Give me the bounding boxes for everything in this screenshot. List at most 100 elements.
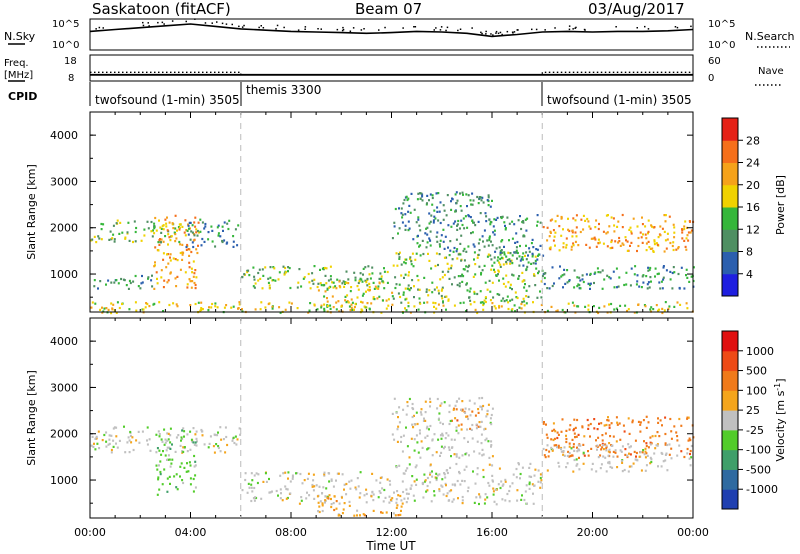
range-gate-cell [498, 261, 501, 264]
range-gate-cell [562, 228, 564, 231]
range-gate-cell [634, 458, 637, 461]
range-gate-cell [491, 302, 494, 305]
range-gate-cell [532, 502, 535, 505]
range-gate-cell [584, 219, 587, 222]
range-gate-cell [419, 432, 421, 435]
range-gate-cell [217, 446, 220, 450]
colorbar-swatch [722, 350, 738, 372]
range-gate-cell [317, 510, 320, 513]
range-gate-cell [451, 500, 454, 503]
range-gate-cell [473, 258, 475, 261]
colorbar-swatch [722, 390, 738, 411]
velocity-colorbar-cells [722, 331, 738, 510]
range-gate-cell [334, 285, 337, 288]
range-gate-cell [264, 306, 267, 309]
range-gate-cell [243, 273, 246, 276]
range-gate-cell [512, 274, 515, 277]
nsearch-point [238, 25, 240, 28]
nsearch-point [142, 24, 145, 27]
range-gate-cell [128, 451, 131, 454]
nsearch-point [457, 29, 459, 32]
range-gate-cell [393, 491, 395, 494]
range-gate-cell [185, 470, 188, 473]
range-gate-cell [406, 404, 409, 408]
range-gate-cell [474, 308, 477, 311]
range-gate-cell [160, 269, 163, 272]
range-gate-cell [210, 225, 213, 228]
range-gate-cell [569, 454, 572, 458]
time-tick-label: 08:00 [275, 526, 307, 539]
range-gate-cell [404, 469, 407, 472]
range-gate-cell [262, 480, 265, 483]
range-gate-cell [518, 306, 521, 309]
range-gate-cell [459, 242, 462, 245]
range-gate-cell [612, 270, 615, 273]
range-gate-cell [596, 448, 598, 451]
range-gate-cell [619, 304, 622, 307]
range-gate-cell [471, 219, 474, 222]
range-gate-cell [479, 212, 482, 215]
range-gate-cell [459, 301, 462, 305]
ytick-label: 4000 [50, 335, 78, 348]
range-gate-cell [477, 408, 480, 411]
range-gate-cell [687, 416, 690, 419]
range-gate-cell [253, 474, 256, 477]
range-gate-cell [493, 270, 496, 274]
range-gate-cell [435, 477, 438, 480]
range-gate-cell [412, 265, 415, 268]
range-gate-cell [460, 259, 463, 262]
range-gate-cell [168, 446, 171, 449]
range-gate-cell [461, 502, 464, 505]
range-gate-cell [567, 450, 570, 453]
range-gate-cell [589, 287, 591, 290]
range-gate-cell [149, 449, 152, 452]
range-gate-cell [279, 488, 282, 491]
colorbar-tick-label: 28 [746, 134, 760, 147]
range-gate-cell [667, 307, 670, 310]
range-gate-cell [480, 405, 483, 408]
nsearch-point [171, 20, 174, 22]
range-gate-cell [123, 425, 125, 428]
range-gate-cell [474, 414, 477, 417]
range-gate-cell [542, 226, 545, 229]
range-gate-cell [134, 301, 137, 304]
range-gate-cell [605, 447, 608, 450]
range-gate-cell [433, 209, 436, 212]
range-gate-cell [415, 478, 418, 481]
range-gate-cell [683, 455, 686, 459]
range-gate-cell [175, 486, 178, 489]
range-gate-cell [453, 483, 456, 486]
range-gate-cell [589, 422, 592, 426]
date-title: 03/Aug/2017 [588, 0, 685, 18]
range-gate-cell [546, 239, 549, 242]
range-gate-cell [539, 481, 542, 484]
range-gate-cell [391, 295, 394, 298]
range-gate-cell [458, 456, 461, 459]
range-gate-cell [514, 251, 517, 254]
range-gate-cell [402, 202, 405, 205]
range-gate-cell [490, 423, 493, 426]
range-gate-cell [600, 463, 603, 466]
range-gate-cell [661, 227, 664, 230]
range-gate-cell [661, 452, 664, 455]
range-gate-cell [453, 438, 456, 441]
range-gate-cell [209, 435, 212, 438]
range-gate-cell [441, 276, 444, 279]
range-gate-cell [189, 448, 192, 451]
range-gate-cell [448, 422, 451, 426]
range-gate-cell [337, 300, 340, 303]
range-gate-cell [460, 219, 463, 222]
range-gate-cell [356, 285, 359, 288]
range-gate-cell [429, 220, 432, 223]
range-gate-cell [204, 222, 207, 226]
range-gate-cell [105, 431, 108, 434]
range-gate-cell [192, 233, 195, 236]
range-gate-cell [618, 422, 621, 425]
range-gate-cell [147, 277, 149, 280]
range-gate-cell [406, 445, 409, 448]
nsearch-point [495, 30, 498, 33]
nsearch-point [342, 26, 344, 29]
range-gate-cell [195, 231, 198, 234]
range-gate-cell [449, 249, 452, 252]
range-gate-cell [110, 312, 113, 315]
